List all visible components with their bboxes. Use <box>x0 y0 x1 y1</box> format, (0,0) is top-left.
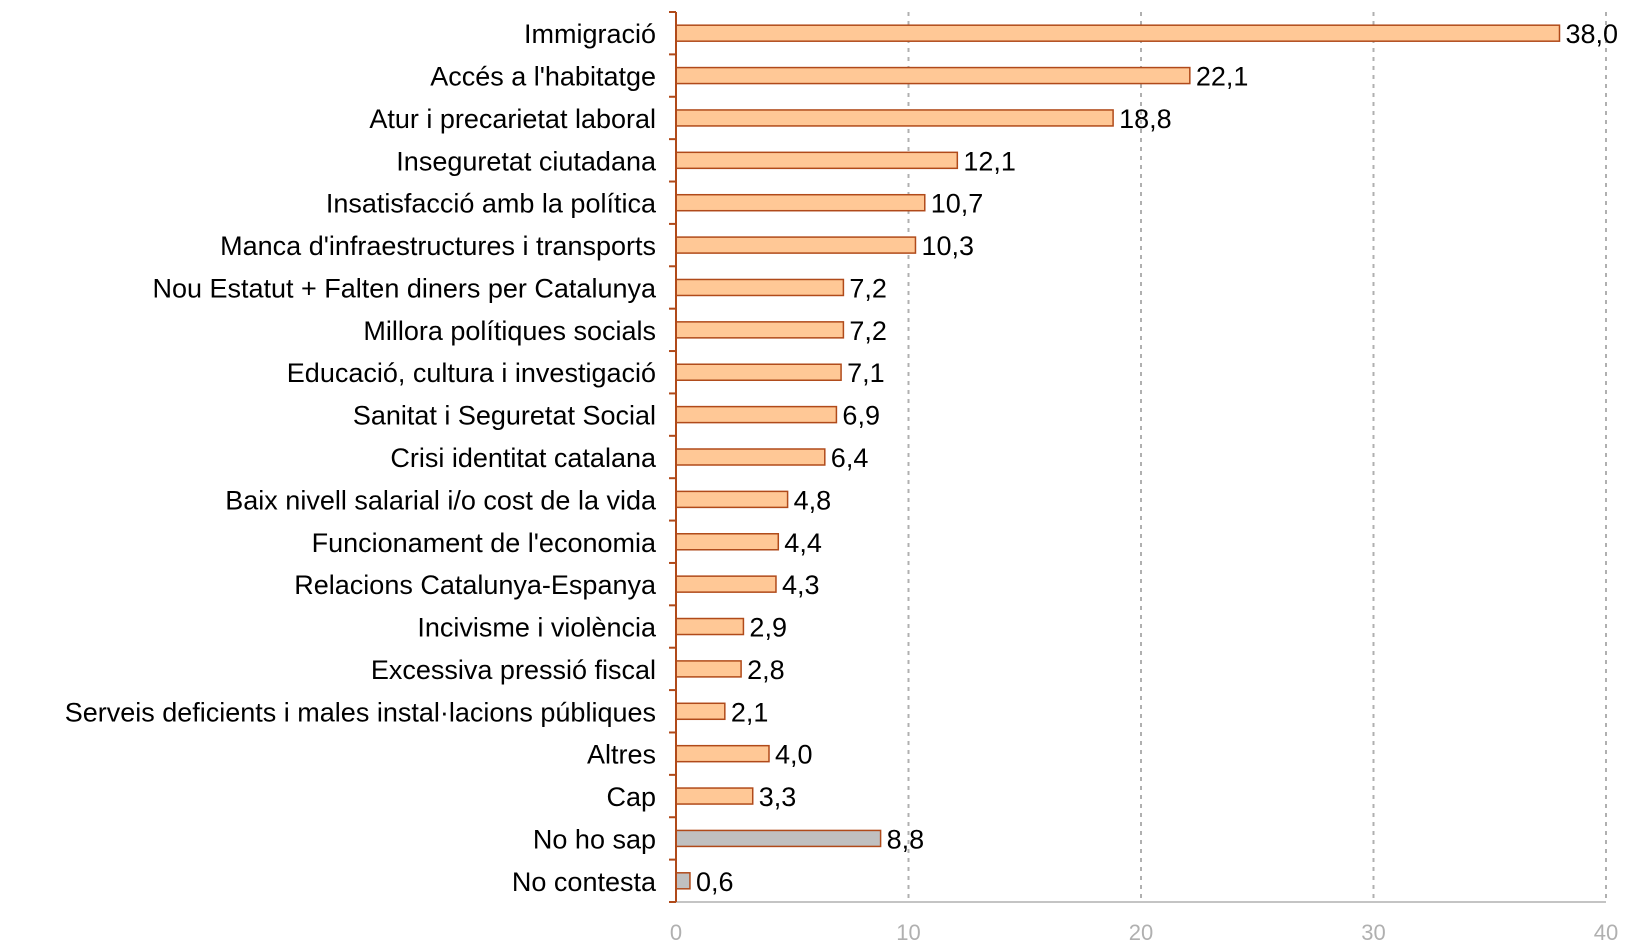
value-label: 10,7 <box>931 189 984 219</box>
category-label: No contesta <box>512 867 657 897</box>
bar <box>675 872 691 890</box>
value-label: 4,0 <box>775 740 813 770</box>
x-tick-label: 30 <box>1361 920 1385 945</box>
category-label: Altres <box>587 740 656 770</box>
category-label: Accés a l'habitatge <box>430 62 656 92</box>
value-label: 2,9 <box>749 613 787 643</box>
bar <box>675 363 842 381</box>
bar <box>675 660 742 678</box>
value-label: 7,2 <box>849 316 887 346</box>
value-label: 2,1 <box>731 697 769 727</box>
value-label: 4,3 <box>782 570 820 600</box>
category-label: Excessiva pressió fiscal <box>371 655 656 685</box>
category-label: Relacions Catalunya-Espanya <box>294 570 657 600</box>
value-label: 38,0 <box>1566 19 1619 49</box>
category-label: Immigració <box>524 19 656 49</box>
bar <box>675 448 826 466</box>
category-label: Baix nivell salarial i/o cost de la vida <box>225 485 657 515</box>
category-label: Funcionament de l'economia <box>312 528 657 558</box>
value-label: 12,1 <box>963 146 1016 176</box>
category-label: Atur i precarietat laboral <box>369 104 656 134</box>
bar <box>675 829 882 848</box>
bar <box>675 151 959 170</box>
category-label: Educació, cultura i investigació <box>287 358 656 388</box>
value-label: 6,9 <box>842 401 880 431</box>
bar <box>675 66 1191 85</box>
value-label: 22,1 <box>1196 62 1249 92</box>
value-label: 10,3 <box>921 231 974 261</box>
category-label: Nou Estatut + Falten diners per Cataluny… <box>152 273 657 303</box>
category-label: No ho sap <box>533 824 656 854</box>
value-label: 18,8 <box>1119 104 1172 134</box>
value-label: 4,4 <box>784 528 822 558</box>
category-label: Sanitat i Seguretat Social <box>353 401 656 431</box>
category-label: Crisi identitat catalana <box>390 443 657 473</box>
category-label: Millora polítiques socials <box>363 316 656 346</box>
x-tick-label: 0 <box>670 920 682 945</box>
bar <box>675 744 770 763</box>
bar <box>675 24 1561 42</box>
value-label: 8,8 <box>887 824 925 854</box>
bar <box>675 490 789 509</box>
value-label: 0,6 <box>696 867 734 897</box>
category-label: Serveis deficients i males instal·lacion… <box>65 697 656 727</box>
value-label: 3,3 <box>759 782 797 812</box>
category-label: Insatisfacció amb la política <box>326 189 657 219</box>
bar <box>675 278 845 297</box>
bar <box>675 787 754 805</box>
bar <box>675 321 845 339</box>
category-label: Manca d'infraestructures i transports <box>220 231 656 261</box>
value-label: 6,4 <box>831 443 869 473</box>
category-label: Inseguretat ciutadana <box>396 146 657 176</box>
value-label: 4,8 <box>794 485 832 515</box>
x-tick-label: 20 <box>1129 920 1153 945</box>
bar <box>675 109 1114 127</box>
category-label: Incivisme i violència <box>417 613 657 643</box>
bar <box>675 617 745 636</box>
bar <box>675 405 838 424</box>
bar <box>675 702 726 721</box>
bar <box>675 575 777 593</box>
value-label: 7,2 <box>849 273 887 303</box>
x-tick-label: 10 <box>896 920 920 945</box>
bar <box>675 193 926 212</box>
value-label: 2,8 <box>747 655 785 685</box>
category-label: Cap <box>606 782 656 812</box>
value-label: 7,1 <box>847 358 885 388</box>
x-tick-label: 40 <box>1594 920 1618 945</box>
bar <box>675 236 917 254</box>
bar <box>675 533 780 551</box>
